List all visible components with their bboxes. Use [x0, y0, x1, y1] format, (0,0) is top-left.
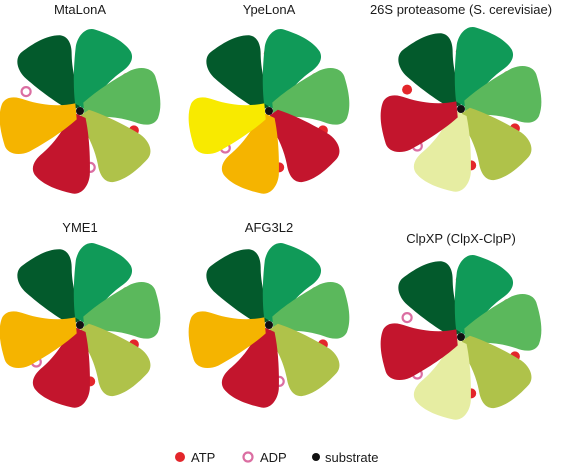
hexamer-panel: MtaLonA — [0, 2, 161, 194]
panel-title: YME1 — [62, 220, 97, 235]
subunit-blade — [188, 97, 266, 154]
substrate-dot — [265, 107, 273, 115]
subunit-blade — [413, 109, 471, 192]
hexamer-panel: AFG3L2 — [188, 220, 350, 408]
subunit-blade — [206, 249, 275, 325]
subunit-blade — [221, 111, 279, 194]
legend-atp-dot — [175, 452, 185, 462]
panel-title: AFG3L2 — [245, 220, 293, 235]
subunit-blade — [262, 243, 322, 326]
subunit-blade — [0, 97, 77, 154]
adp-ring — [401, 312, 413, 324]
hexamer-panel: YME1 — [0, 220, 161, 408]
subunit-blade — [73, 29, 133, 112]
legend-adp-label: ADP — [260, 450, 287, 465]
subunit-blade — [17, 249, 86, 325]
panels-group: MtaLonA YpeLonA 26S proteasome (S. cerevis… — [0, 2, 552, 420]
subunit-blade — [32, 111, 90, 194]
panel-title: 26S proteasome (S. cerevisiae) — [370, 2, 552, 17]
legend-adp-ring — [242, 451, 254, 463]
subunit-blade — [398, 33, 467, 109]
substrate-dot — [265, 321, 273, 329]
subunit-blade — [464, 294, 542, 351]
subunit-blade — [454, 255, 514, 338]
adp-ring — [20, 85, 32, 98]
substrate-dot — [76, 107, 84, 115]
subunit-blade — [456, 335, 532, 409]
hexamer-panel: 26S proteasome (S. cerevisiae) — [370, 2, 552, 192]
subunit-blade — [264, 323, 340, 397]
legend: ATP ADP substrate — [175, 450, 378, 465]
substrate-dot — [457, 105, 465, 113]
subunit-blade — [262, 29, 322, 112]
subunit-blade — [0, 311, 77, 368]
panel-title: ClpXP (ClpX-ClpP) — [406, 231, 516, 246]
legend-atp-label: ATP — [191, 450, 215, 465]
hexamer-panel: ClpXP (ClpX-ClpP) — [380, 231, 542, 420]
subunit-blade — [413, 337, 471, 420]
subunit-blade — [380, 95, 458, 152]
subunit-blade — [272, 68, 350, 125]
legend-substrate-dot — [312, 453, 320, 461]
subunit-blade — [32, 325, 90, 408]
subunit-blade — [75, 109, 151, 183]
subunit-blade — [83, 282, 161, 339]
subunit-blade — [464, 66, 542, 123]
subunit-blade — [17, 35, 86, 111]
subunit-blade — [456, 107, 532, 181]
subunit-blade — [188, 311, 266, 368]
subunit-blade — [75, 323, 151, 397]
legend-substrate-label: substrate — [325, 450, 378, 465]
subunit-blade — [272, 282, 350, 339]
panel-title: MtaLonA — [54, 2, 106, 17]
subunit-blade — [380, 323, 458, 380]
subunit-blade — [454, 27, 514, 110]
panel-title: YpeLonA — [243, 2, 296, 17]
subunit-blade — [398, 261, 467, 337]
subunit-blade — [264, 109, 340, 183]
substrate-dot — [76, 321, 84, 329]
atp-dot — [402, 84, 413, 95]
subunit-blade — [221, 325, 279, 408]
subunit-blade — [83, 68, 161, 125]
hexamer-panel: YpeLonA — [188, 2, 350, 194]
subunit-blade — [206, 35, 275, 111]
subunit-blade — [73, 243, 133, 326]
substrate-dot — [457, 333, 465, 341]
